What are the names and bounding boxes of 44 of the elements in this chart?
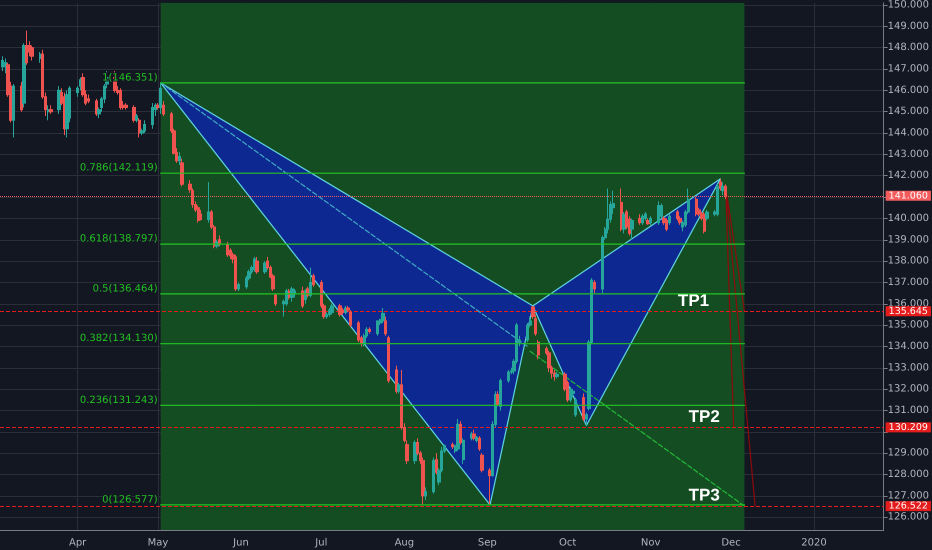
y-tick-label: 142.000 (888, 170, 930, 182)
series-label: 0(126.577) (102, 494, 158, 506)
y-tick-label: 145.000 (888, 106, 930, 118)
y-tick-label: 150.000 (888, 0, 930, 10)
x-tick-label: 2020 (801, 538, 827, 548)
y-tick-label: 129.000 (888, 448, 930, 459)
x-tick-label: Jun (232, 538, 249, 548)
y-tick-label: 146.000 (888, 84, 930, 96)
x-tick-label: Dec (721, 538, 741, 548)
series-label: 0.236(131.243) (80, 394, 158, 406)
y-tick-label: 140.000 (888, 212, 930, 224)
x-tick-label: May (148, 538, 168, 548)
series-label: 0.786(142.119) (80, 162, 158, 174)
y-tick-label: 127.000 (888, 490, 930, 502)
series-label: 0.382(134.130) (80, 333, 158, 344)
x-tick-label: Aug (394, 538, 414, 548)
y-tick-label: 134.000 (888, 340, 930, 352)
x-tick-label: Oct (559, 538, 576, 548)
y-tick-label: 131.000 (888, 404, 930, 416)
y-tick-label: 137.000 (888, 276, 930, 288)
y-tick-label: 133.000 (888, 362, 930, 374)
ref-line-label: 130.209 (888, 422, 928, 433)
y-tick-label: 139.000 (888, 234, 930, 246)
y-tick-label: 149.000 (888, 20, 930, 32)
series-label: 0.618(138.797) (80, 234, 158, 245)
x-tick-label: Nov (640, 538, 661, 548)
y-tick-label: 143.000 (888, 148, 930, 160)
series-label: 0.5(136.464) (92, 283, 158, 294)
x-tick-label: Sep (478, 538, 497, 548)
ref-line-label: 141.060 (888, 190, 928, 202)
y-tick-label: 144.000 (888, 128, 930, 139)
annotation: TP1 (678, 290, 710, 310)
y-tick-label: 147.000 (888, 64, 930, 75)
y-tick-label: 128.000 (888, 469, 930, 480)
x-tick-label: Apr (69, 538, 88, 548)
y-tick-label: 148.000 (888, 42, 930, 54)
ref-line-label: 126.522 (888, 500, 928, 512)
y-tick-label: 126.000 (888, 512, 930, 523)
y-tick-label: 138.000 (888, 256, 930, 267)
y-tick-label: 132.000 (888, 384, 930, 395)
annotation: TP2 (688, 406, 720, 426)
annotation: TP3 (688, 486, 720, 505)
x-tick-label: Jul (314, 538, 328, 548)
y-tick-label: 135.000 (888, 320, 930, 331)
